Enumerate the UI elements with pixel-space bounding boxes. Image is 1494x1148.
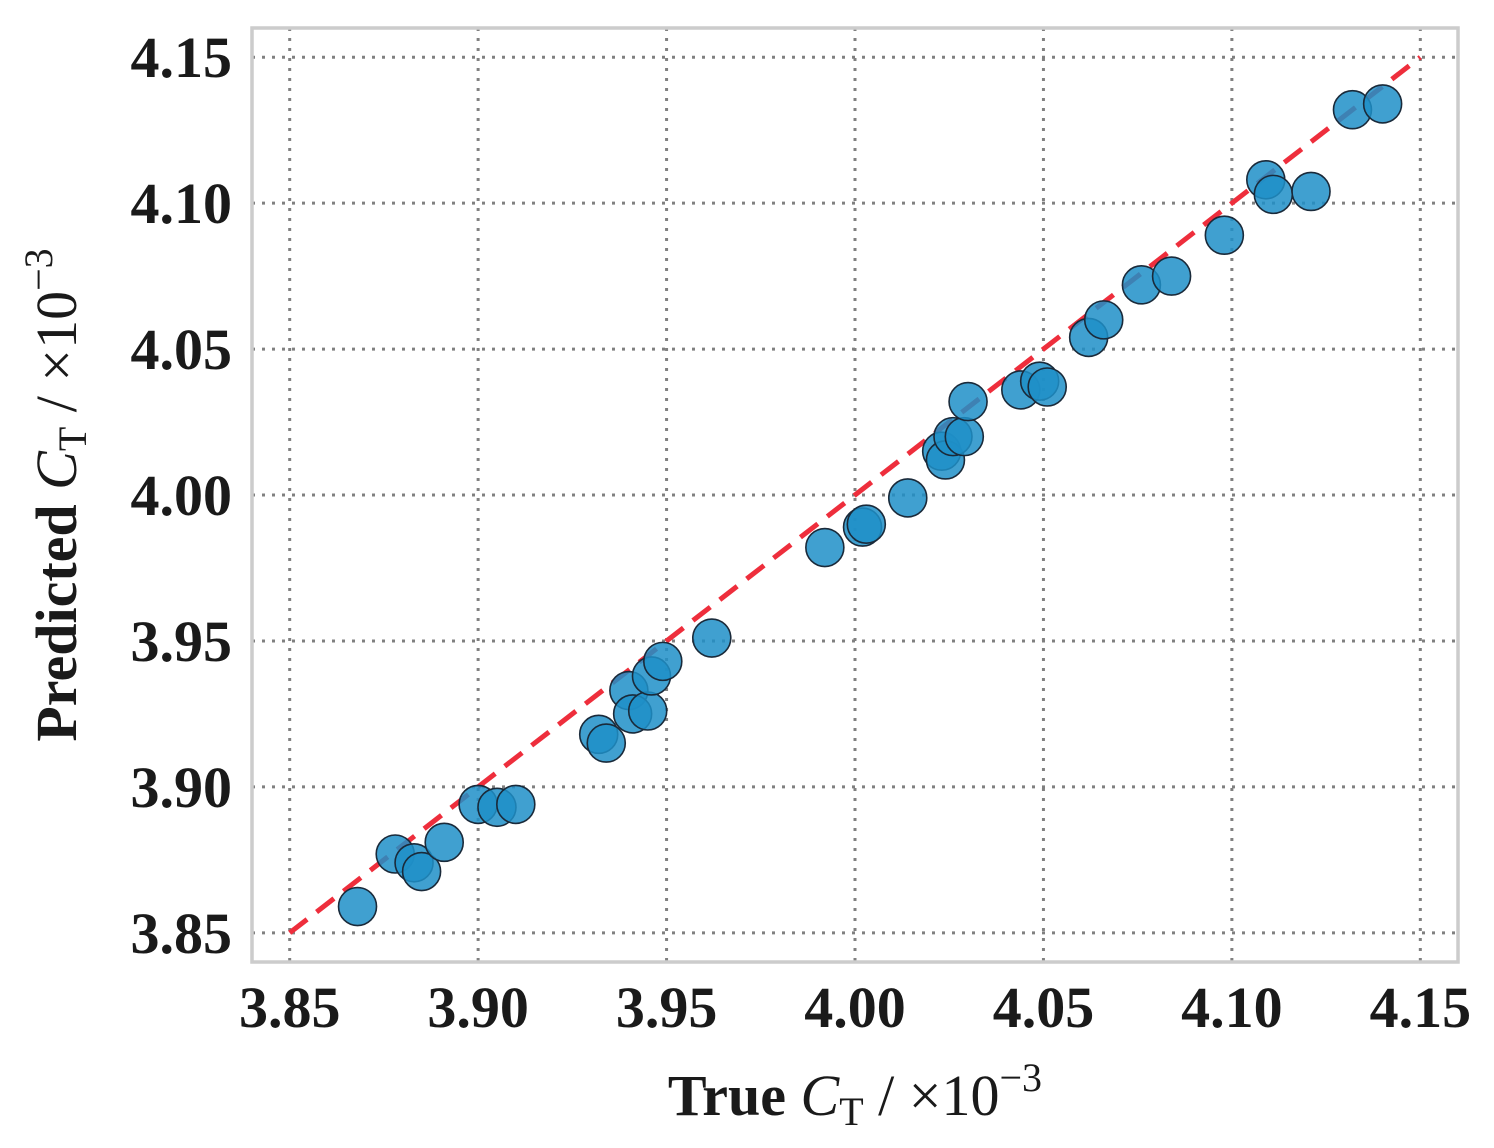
data-point (642, 641, 683, 682)
data-point (401, 851, 442, 892)
data-point (846, 504, 887, 544)
data-point (337, 886, 378, 927)
y-tick-label: 3.85 (131, 901, 233, 966)
x-tick-label: 4.10 (1181, 975, 1283, 1040)
data-point (1291, 171, 1331, 212)
x-tick-labels: 3.85 3.90 3.95 4.00 4.05 4.10 4.15 (239, 975, 1471, 1040)
data-point (691, 618, 732, 658)
data-points (337, 84, 1403, 927)
y-tick-label: 4.05 (131, 317, 233, 382)
data-point (496, 784, 536, 825)
x-axis-label: True CT / ×10−3 (668, 1055, 1042, 1134)
data-point (1362, 84, 1403, 124)
data-point (1027, 367, 1068, 407)
y-tick-label: 3.90 (131, 755, 233, 820)
data-point (948, 381, 988, 422)
data-point (887, 478, 928, 518)
y-axis-label: Predicted CT / ×10−3 (16, 248, 95, 741)
x-tick-label: 3.95 (616, 975, 718, 1040)
data-point (944, 416, 985, 457)
data-point (424, 822, 465, 863)
y-tick-label: 4.00 (131, 463, 233, 528)
data-point (1151, 256, 1192, 296)
x-tick-label: 3.90 (427, 975, 529, 1040)
x-tick-label: 4.15 (1370, 975, 1472, 1040)
plot-frame (250, 26, 1460, 964)
x-tick-label: 4.00 (804, 975, 906, 1040)
data-point (586, 723, 627, 763)
data-point (1083, 300, 1124, 340)
x-tick-label: 3.85 (239, 975, 341, 1040)
data-point (1253, 174, 1294, 215)
data-point (805, 527, 845, 568)
y-tick-label: 4.15 (131, 25, 233, 90)
x-tick-label: 4.05 (993, 975, 1095, 1040)
data-point (627, 691, 668, 731)
y-tick-label: 3.95 (131, 609, 233, 674)
y-tick-labels: 3.85 3.90 3.95 4.00 4.05 4.10 4.15 (131, 25, 233, 966)
data-point (1204, 215, 1245, 256)
y-tick-label: 4.10 (131, 171, 233, 236)
